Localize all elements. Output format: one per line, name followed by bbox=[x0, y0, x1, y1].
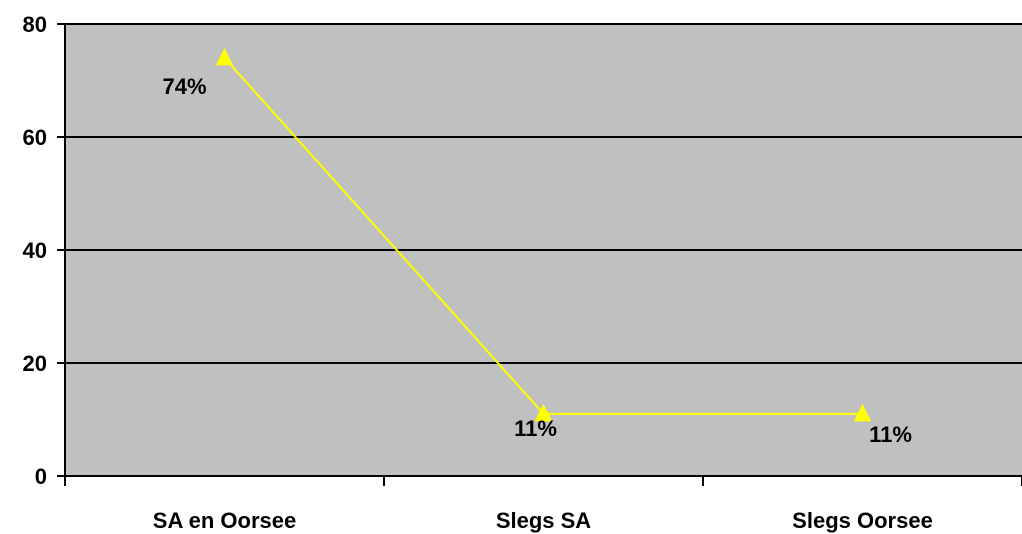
x-tick-label: Slegs SA bbox=[496, 508, 591, 533]
x-tick-label: Slegs Oorsee bbox=[792, 508, 933, 533]
x-tick-label: SA en Oorsee bbox=[153, 508, 296, 533]
y-tick-label: 20 bbox=[23, 351, 47, 376]
y-tick-label: 60 bbox=[23, 125, 47, 150]
data-label: 11% bbox=[869, 422, 912, 447]
y-tick-label: 0 bbox=[35, 464, 47, 489]
data-label: 11% bbox=[514, 416, 557, 441]
data-label: 74% bbox=[162, 74, 206, 99]
tick-labels: 0 20 40 60 80 SA en Oorsee Slegs SA Slegs Oorse… bbox=[23, 12, 933, 533]
data-labels: 74% 11% 11% bbox=[162, 74, 911, 447]
y-tick-label: 80 bbox=[23, 12, 47, 37]
triangle-marker bbox=[215, 47, 234, 66]
series bbox=[215, 47, 872, 422]
y-tick-label: 40 bbox=[23, 238, 47, 263]
gridlines bbox=[65, 23, 1022, 364]
axes bbox=[57, 23, 1022, 486]
triangle-marker bbox=[534, 403, 553, 422]
triangle-marker bbox=[853, 403, 872, 422]
